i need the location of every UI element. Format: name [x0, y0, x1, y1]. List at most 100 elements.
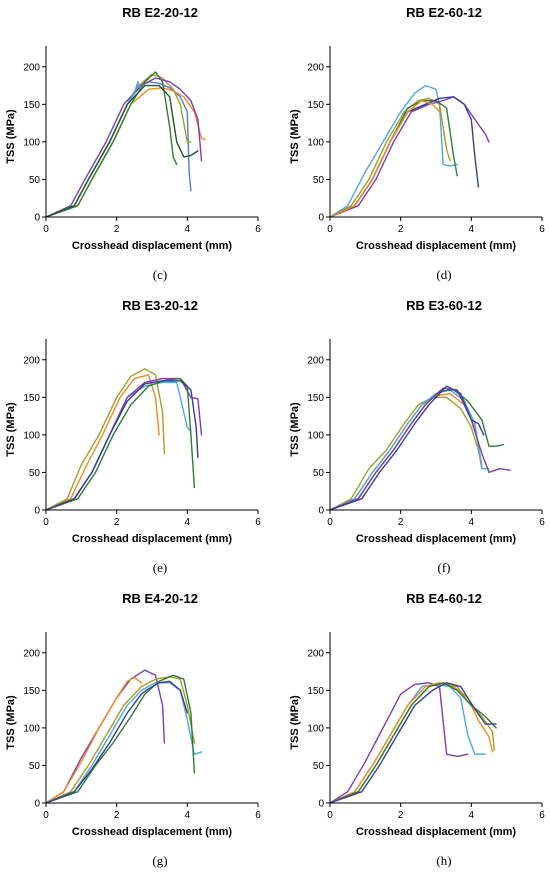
y-tick-label: 150: [23, 100, 40, 111]
panel-caption: (c): [153, 267, 167, 282]
x-tick-label: 2: [398, 810, 404, 821]
series-line-1: [45, 81, 192, 218]
y-tick-label: 50: [29, 468, 41, 479]
y-tick-label: 0: [318, 213, 324, 224]
x-tick-label: 4: [469, 810, 475, 821]
series-line-4: [45, 377, 203, 511]
y-tick-label: 100: [23, 430, 40, 441]
x-tick-label: 4: [185, 810, 191, 821]
x-tick-label: 2: [398, 224, 404, 235]
x-tick-label: 4: [469, 517, 475, 528]
panel-caption: (g): [152, 853, 167, 868]
series-line-1: [45, 669, 166, 804]
series-line-1: [329, 682, 469, 804]
panel-caption: (h): [436, 853, 451, 868]
y-tick-label: 200: [23, 648, 40, 659]
x-tick-label: 6: [255, 810, 261, 821]
chart-panel-4: RB E3-60-12 0 50 100 150 200 0 2 4 6 Crosshead dis…: [289, 298, 545, 575]
y-axis-label: TSS (MPa): [289, 402, 301, 457]
series-line-3: [329, 99, 458, 218]
series-line-2: [329, 97, 451, 218]
series-line-4: [45, 71, 178, 218]
series-line-5: [45, 377, 196, 511]
series-line-3: [329, 389, 490, 511]
x-tick-label: 6: [255, 517, 261, 528]
y-tick-label: 150: [307, 393, 324, 404]
x-tick-label: 6: [255, 224, 261, 235]
panel-caption: (f): [438, 560, 451, 575]
series-line-3: [45, 676, 196, 804]
chart-title: RB E4-60-12: [406, 591, 482, 606]
x-axis-label: Crosshead displacement (mm): [72, 533, 232, 545]
x-tick-label: 2: [114, 810, 120, 821]
series-line-2: [329, 392, 483, 511]
chart-panel-2: RB E2-60-12 0 50 100 150 200 0 2 4 6 Crosshead dis…: [289, 5, 545, 282]
x-tick-label: 0: [327, 224, 333, 235]
x-tick-label: 0: [43, 810, 49, 821]
y-tick-label: 150: [23, 686, 40, 697]
series-line-1: [45, 368, 166, 511]
x-tick-label: 2: [114, 517, 120, 528]
x-tick-label: 4: [185, 517, 191, 528]
x-tick-label: 0: [43, 517, 49, 528]
series-line-4: [329, 96, 490, 218]
x-tick-label: 0: [43, 224, 49, 235]
y-tick-label: 200: [23, 355, 40, 366]
y-tick-label: 200: [23, 62, 40, 73]
y-tick-label: 100: [307, 430, 324, 441]
y-tick-label: 200: [307, 648, 324, 659]
y-tick-label: 0: [34, 799, 40, 810]
chart-title: RB E2-20-12: [122, 5, 198, 20]
y-tick-label: 150: [307, 686, 324, 697]
x-tick-label: 6: [539, 517, 545, 528]
series-line-5: [45, 77, 203, 218]
series-line-6: [329, 99, 441, 218]
series-line-2: [329, 683, 487, 804]
y-tick-label: 200: [307, 355, 324, 366]
series-line-5: [329, 387, 511, 511]
series-line-4: [45, 682, 203, 804]
series-line-5: [45, 674, 196, 804]
y-axis-label: TSS (MPa): [5, 402, 17, 457]
panel-caption: (e): [153, 560, 167, 575]
y-tick-label: 150: [307, 100, 324, 111]
series-line-2: [45, 374, 160, 511]
y-tick-label: 50: [313, 761, 325, 772]
series-line-6: [329, 682, 497, 804]
chart-title: RB E3-20-12: [122, 298, 198, 313]
chart-title: RB E4-20-12: [122, 591, 198, 606]
chart-title: RB E2-60-12: [406, 5, 482, 20]
x-axis-label: Crosshead displacement (mm): [356, 826, 516, 838]
x-axis-label: Crosshead displacement (mm): [72, 240, 232, 252]
x-tick-label: 6: [539, 810, 545, 821]
series-line-6: [45, 81, 143, 218]
chart-panel-6: RB E4-60-12 0 50 100 150 200 0 2 4 6 Crosshead dis…: [289, 591, 545, 868]
x-tick-label: 0: [327, 517, 333, 528]
y-tick-label: 50: [29, 761, 41, 772]
series-line-7: [45, 84, 199, 218]
y-axis-label: TSS (MPa): [5, 695, 17, 750]
y-tick-label: 100: [307, 723, 324, 734]
chart-panel-1: RB E2-20-12 0 50 100 150 200 0 2 4 6 Crosshead dis…: [5, 5, 261, 282]
y-tick-label: 0: [318, 506, 324, 517]
series-line-1: [329, 84, 458, 218]
y-tick-label: 0: [34, 506, 40, 517]
x-axis-label: Crosshead displacement (mm): [72, 826, 232, 838]
y-tick-label: 150: [23, 393, 40, 404]
x-tick-label: 2: [114, 224, 120, 235]
series-line-6: [329, 385, 485, 511]
y-tick-label: 50: [29, 175, 41, 186]
x-tick-label: 4: [469, 224, 475, 235]
y-tick-label: 100: [23, 137, 40, 148]
x-tick-label: 6: [539, 224, 545, 235]
x-axis-label: Crosshead displacement (mm): [356, 533, 516, 545]
x-tick-label: 4: [185, 224, 191, 235]
panel-caption: (d): [436, 267, 451, 282]
y-axis-label: TSS (MPa): [5, 109, 17, 164]
series-line-6: [45, 380, 199, 511]
x-tick-label: 2: [398, 517, 404, 528]
y-tick-label: 200: [307, 62, 324, 73]
series-line-1: [329, 396, 483, 511]
y-tick-label: 50: [313, 175, 325, 186]
series-line-2: [45, 676, 143, 804]
